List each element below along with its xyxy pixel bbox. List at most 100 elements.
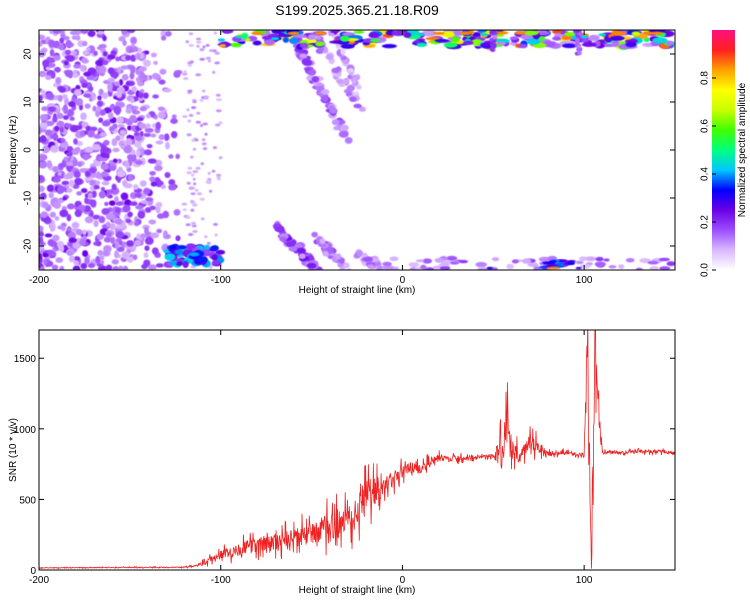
heatmap-cell bbox=[122, 265, 129, 270]
heatmap-cell bbox=[491, 43, 497, 47]
heatmap-cell bbox=[584, 256, 597, 262]
heatmap-cell bbox=[49, 134, 59, 140]
heatmap-cell bbox=[511, 259, 519, 264]
heatmap-cell bbox=[215, 109, 222, 113]
heatmap-cell bbox=[143, 132, 152, 137]
heatmap-cell bbox=[59, 127, 64, 133]
heatmap-cell bbox=[187, 89, 193, 93]
heatmap-cell bbox=[64, 49, 72, 56]
heatmap-cell bbox=[609, 35, 625, 41]
heatmap-cell bbox=[66, 227, 73, 232]
heatmap-cell bbox=[49, 211, 57, 218]
heatmap-cell bbox=[174, 70, 183, 75]
heatmap-cell bbox=[353, 30, 365, 34]
heatmap-cell bbox=[214, 61, 220, 65]
heatmap-cell bbox=[102, 51, 108, 57]
heatmap-cell bbox=[122, 179, 128, 187]
heatmap-cell bbox=[72, 241, 82, 250]
heatmap-cell bbox=[358, 106, 366, 112]
heatmap-cell bbox=[92, 105, 97, 112]
heatmap-cell bbox=[625, 41, 637, 48]
heatmap-cell bbox=[652, 37, 668, 44]
heatmap-cell bbox=[93, 50, 98, 56]
heatmap-cell bbox=[274, 226, 285, 233]
heatmap-cell bbox=[354, 74, 361, 81]
heatmap-cell bbox=[116, 66, 122, 74]
heatmap-cell bbox=[138, 122, 147, 129]
heatmap-cell bbox=[39, 127, 42, 135]
heatmap-cell bbox=[71, 148, 80, 155]
heatmap-cell bbox=[214, 51, 220, 55]
heatmap-cell bbox=[331, 118, 340, 126]
heatmap-cell bbox=[212, 146, 217, 150]
heatmap-cell bbox=[625, 257, 635, 263]
heatmap-cell bbox=[215, 249, 226, 255]
heatmap-cell bbox=[362, 256, 374, 262]
heatmap-cell bbox=[87, 45, 96, 54]
heatmap-cell bbox=[598, 33, 607, 37]
heatmap-cell bbox=[416, 33, 425, 37]
heatmap-cell bbox=[114, 196, 119, 203]
heatmap-cell bbox=[315, 85, 325, 91]
heatmap-cell bbox=[416, 42, 428, 48]
figure-title: S199.2025.365.21.18.R09 bbox=[275, 2, 439, 18]
heatmap-cell bbox=[124, 160, 130, 169]
heatmap-cell bbox=[84, 170, 91, 178]
heatmap-cell bbox=[129, 71, 135, 80]
heatmap-cell bbox=[171, 114, 177, 120]
heatmap-cell bbox=[192, 147, 197, 151]
x-tick-label: -100 bbox=[211, 575, 231, 586]
heatmap-cell bbox=[64, 123, 73, 128]
heatmap-cell bbox=[313, 273, 323, 277]
heatmap-cell bbox=[489, 47, 495, 52]
heatmap-cell bbox=[577, 51, 582, 56]
y-tick-label: 500 bbox=[19, 495, 36, 506]
heatmap-cell bbox=[183, 70, 187, 74]
heatmap-cell bbox=[58, 43, 65, 51]
heatmap-cell bbox=[575, 266, 582, 270]
heatmap-cell bbox=[580, 35, 589, 39]
heatmap-cell bbox=[195, 166, 201, 170]
heatmap-cell bbox=[427, 267, 434, 270]
heatmap-cell bbox=[97, 30, 104, 35]
heatmap-cell bbox=[120, 65, 129, 70]
heatmap-cell bbox=[393, 272, 399, 277]
heatmap-cell bbox=[546, 263, 555, 267]
heatmap-cell bbox=[150, 232, 160, 239]
heatmap-cell bbox=[389, 256, 399, 262]
heatmap-cell bbox=[126, 240, 134, 247]
heatmap-cell bbox=[199, 197, 205, 201]
heatmap-cell bbox=[116, 170, 126, 178]
heatmap-cell bbox=[63, 173, 71, 180]
heatmap-cell bbox=[434, 257, 444, 263]
heatmap-cell bbox=[297, 247, 306, 254]
heatmap-cell bbox=[81, 82, 88, 88]
heatmap-cell bbox=[164, 30, 172, 37]
heatmap-cell bbox=[342, 78, 350, 85]
heatmap-cell bbox=[312, 271, 320, 276]
x-tick-label: -200 bbox=[29, 575, 49, 586]
heatmap-cell bbox=[390, 272, 398, 277]
heatmap-cell bbox=[130, 54, 137, 62]
heatmap-cell bbox=[98, 44, 107, 49]
heatmap-cell bbox=[143, 252, 149, 259]
heatmap-cell bbox=[89, 172, 98, 178]
heatmap-cell bbox=[165, 141, 170, 150]
colorbar-tick-label: 0.6 bbox=[700, 119, 711, 133]
heatmap-cell bbox=[115, 56, 120, 62]
heatmap-cell bbox=[574, 30, 580, 33]
heatmap-cell bbox=[143, 259, 151, 267]
heatmap-cell bbox=[62, 196, 68, 201]
heatmap-cell bbox=[200, 162, 205, 166]
heatmap-cell bbox=[186, 171, 192, 175]
heatmap-cell bbox=[347, 74, 352, 80]
heatmap-cell bbox=[57, 94, 63, 102]
heatmap-cell bbox=[496, 31, 509, 35]
heatmap-cell bbox=[642, 30, 650, 33]
heatmap-cell bbox=[190, 208, 195, 212]
heatmap-cell bbox=[580, 264, 591, 269]
heatmap-cell bbox=[148, 219, 157, 225]
heatmap-cell bbox=[126, 153, 136, 161]
heatmap-cell bbox=[451, 36, 460, 43]
heatmap-cell bbox=[82, 40, 88, 47]
